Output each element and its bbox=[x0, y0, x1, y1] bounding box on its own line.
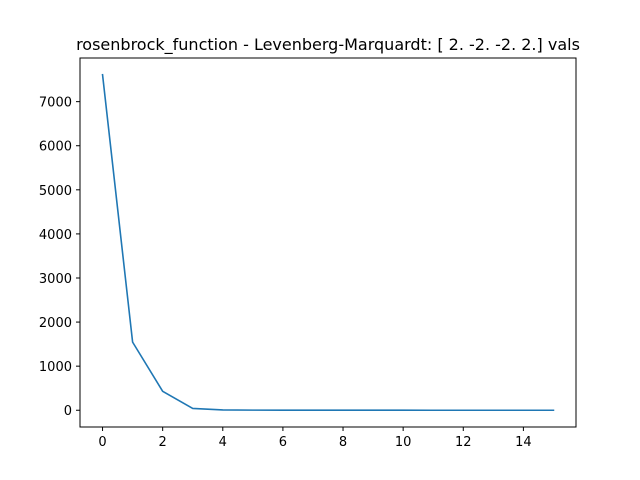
y-tick-label: 4000 bbox=[39, 228, 72, 243]
x-tick-label: 0 bbox=[98, 435, 106, 450]
x-tick-label: 14 bbox=[515, 435, 532, 450]
x-tick-label: 2 bbox=[159, 435, 167, 450]
y-tick-label: 3000 bbox=[39, 272, 72, 287]
x-axis: 0 2 4 6 8 10 12 14 bbox=[98, 427, 532, 450]
y-tick-label: 5000 bbox=[39, 184, 72, 199]
y-tick-label: 7000 bbox=[39, 96, 72, 111]
x-tick-label: 10 bbox=[395, 435, 412, 450]
y-axis: 0 1000 2000 3000 4000 5000 6000 7000 bbox=[39, 96, 80, 419]
y-tick-label: 0 bbox=[64, 404, 72, 419]
y-tick-label: 6000 bbox=[39, 140, 72, 155]
y-tick-label: 2000 bbox=[39, 316, 72, 331]
series-layer bbox=[101, 73, 555, 412]
x-tick-label: 12 bbox=[455, 435, 472, 450]
x-tick-label: 4 bbox=[219, 435, 227, 450]
chart-title: rosenbrock_function - Levenberg-Marquard… bbox=[76, 35, 580, 55]
x-tick-label: 6 bbox=[279, 435, 287, 450]
x-tick-label: 8 bbox=[339, 435, 347, 450]
y-tick-label: 1000 bbox=[39, 360, 72, 375]
plot-area: 0 2 4 6 8 10 12 14 0 1000 2000 3000 4000 5000 6000 700… bbox=[39, 57, 577, 450]
axes-frame bbox=[79, 57, 577, 428]
series-line bbox=[101, 73, 555, 412]
